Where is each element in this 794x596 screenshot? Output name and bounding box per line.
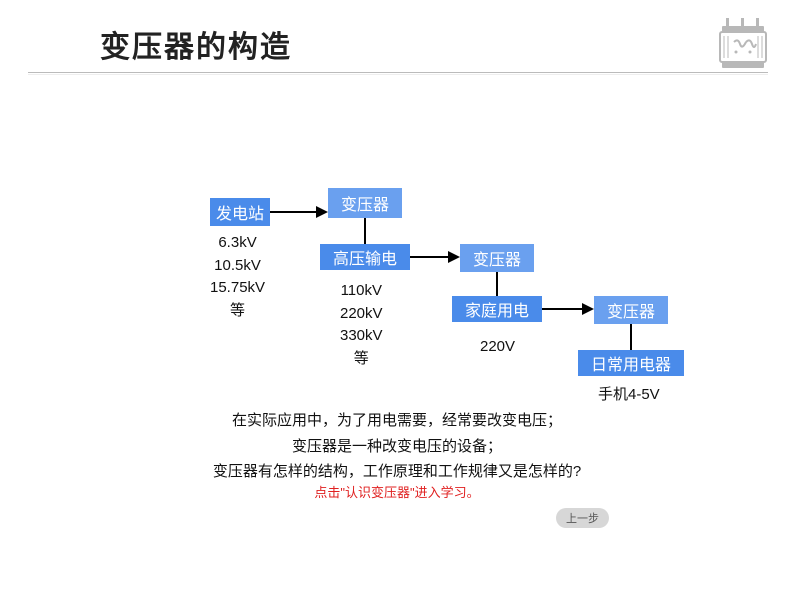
node-trans3: 变压器 bbox=[594, 296, 668, 324]
label-phone_v: 手机4-5V bbox=[598, 384, 660, 407]
arrow-head-0 bbox=[316, 206, 328, 218]
node-highline: 高压输电 bbox=[320, 244, 410, 270]
vline-2 bbox=[630, 324, 632, 350]
arrow-line-1 bbox=[410, 256, 448, 258]
arrow-line-2 bbox=[542, 308, 582, 310]
node-trans1: 变压器 bbox=[328, 188, 402, 218]
node-trans2: 变压器 bbox=[460, 244, 534, 272]
arrow-head-1 bbox=[448, 251, 460, 263]
label-home_v: 220V bbox=[480, 336, 515, 359]
node-station: 发电站 bbox=[210, 198, 270, 226]
body-text: 在实际应用中，为了用电需要，经常要改变电压；变压器是一种改变电压的设备；变压器有… bbox=[0, 408, 794, 485]
arrow-line-0 bbox=[270, 211, 316, 213]
flow-diagram: 发电站变压器高压输电变压器家庭用电变压器日常用电器6.3kV 10.5kV 15… bbox=[0, 0, 794, 596]
node-appliance: 日常用电器 bbox=[578, 350, 684, 376]
vline-0 bbox=[364, 218, 366, 244]
label-highline_v: 110kV 220kV 330kV 等 bbox=[340, 280, 383, 370]
label-station_v: 6.3kV 10.5kV 15.75kV 等 bbox=[210, 232, 265, 322]
hint-text: 点击"认识变压器"进入学习。 bbox=[0, 482, 794, 501]
node-home: 家庭用电 bbox=[452, 296, 542, 322]
arrow-head-2 bbox=[582, 303, 594, 315]
vline-1 bbox=[496, 272, 498, 296]
prev-button[interactable]: 上一步 bbox=[556, 508, 609, 528]
